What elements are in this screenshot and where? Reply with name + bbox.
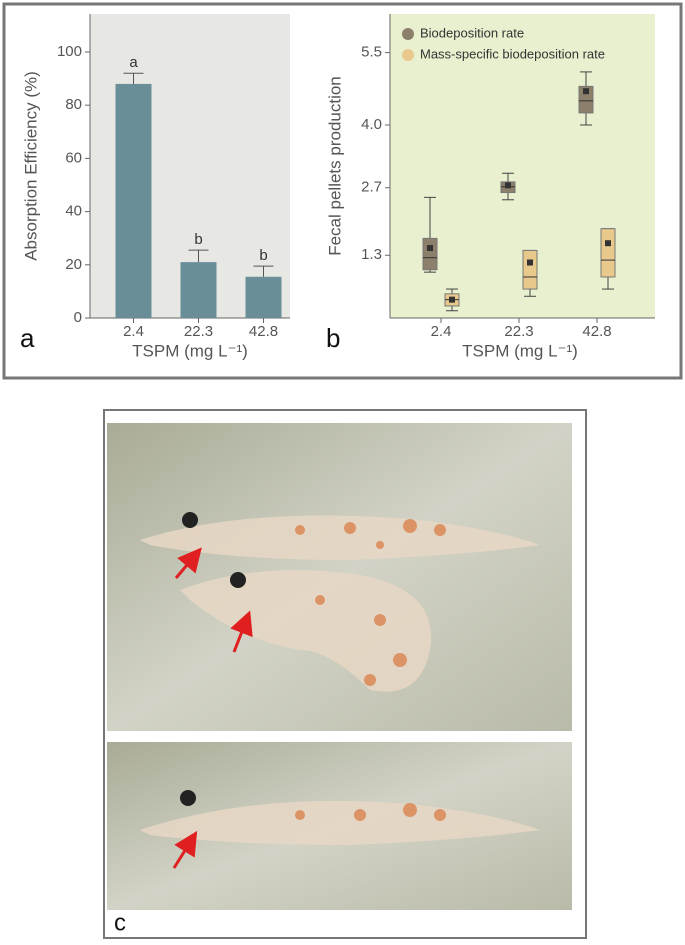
box (600, 228, 616, 278)
legend-label: Biodeposition rate (420, 25, 524, 40)
y-tick-label: 1.3 (361, 246, 382, 263)
bar-annotation: b (194, 231, 202, 248)
x-axis-title: TSPM (mg L⁻¹) (132, 341, 248, 360)
box (578, 85, 594, 114)
mean (427, 245, 433, 252)
bar (180, 262, 217, 318)
y-tick-label: 80 (65, 96, 82, 113)
mean (605, 240, 611, 247)
box (522, 249, 538, 290)
box (422, 237, 438, 271)
mean (583, 88, 589, 95)
mean (449, 296, 455, 303)
y-tick-label: 2.7 (361, 179, 382, 196)
legend-marker (402, 28, 414, 40)
y-tick-label: 20 (65, 256, 82, 273)
y-axis-title: Absorption Efficiency (%) (21, 71, 40, 261)
bar-annotation: b (259, 247, 267, 264)
photo-panel: c (103, 409, 587, 939)
bar (115, 83, 152, 318)
y-tick-label: 0 (74, 309, 82, 326)
mean (527, 259, 533, 266)
x-tick-label: 22.3 (504, 323, 533, 340)
y-tick-label: 40 (65, 203, 82, 220)
legend-marker (402, 49, 414, 61)
y-tick-label: 60 (65, 149, 82, 166)
panel-label: b (326, 323, 340, 353)
spots (295, 519, 446, 821)
panel-label: a (20, 323, 35, 353)
y-axis-title: Fecal pellets production (325, 76, 344, 256)
bar (245, 276, 282, 318)
arrows (172, 547, 253, 869)
legend-label: Mass-specific biodeposition rate (420, 46, 605, 61)
y-tick-label: 5.5 (361, 44, 382, 61)
x-tick-label: 2.4 (123, 323, 144, 340)
x-tick-label: 22.3 (184, 323, 213, 340)
y-tick-label: 4.0 (361, 116, 382, 133)
bar-annotation: a (129, 54, 138, 71)
mean (505, 182, 511, 189)
x-tick-label: 2.4 (431, 323, 452, 340)
panel-label: c (114, 909, 126, 936)
x-tick-label: 42.8 (249, 323, 278, 340)
eyes (180, 512, 246, 806)
y-tick-label: 100 (57, 43, 82, 60)
x-tick-label: 42.8 (582, 323, 611, 340)
x-axis-title: TSPM (mg L⁻¹) (462, 341, 578, 360)
charts-frame (2, 2, 683, 380)
